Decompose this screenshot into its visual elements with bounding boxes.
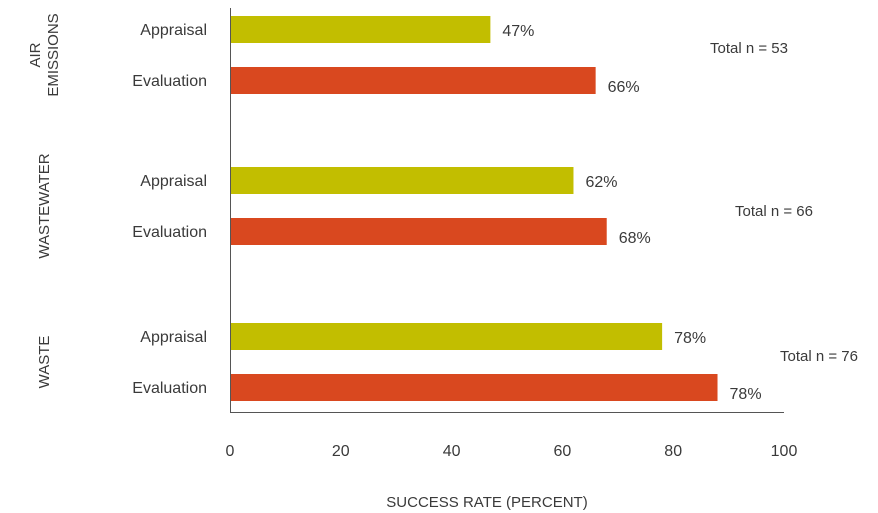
x-tick-label: 0 bbox=[226, 443, 235, 460]
data-label: 78% bbox=[674, 330, 706, 347]
x-axis-title: SUCCESS RATE (PERCENT) bbox=[386, 494, 587, 511]
category-label: Evaluation bbox=[132, 380, 207, 397]
bar-air-emissions-evaluation bbox=[230, 67, 596, 94]
axis-layer: 0 20 40 60 80 100 bbox=[226, 8, 798, 460]
total-label: Total n = 66 bbox=[735, 203, 813, 220]
data-label: 62% bbox=[585, 174, 617, 191]
category-label: Appraisal bbox=[140, 329, 207, 346]
x-tick-label: 20 bbox=[332, 443, 350, 460]
bar-wastewater-appraisal bbox=[230, 167, 574, 194]
bar-waste-appraisal bbox=[230, 323, 663, 350]
x-tick-label: 100 bbox=[771, 443, 798, 460]
bar-wastewater-evaluation bbox=[230, 218, 607, 245]
bar-waste-evaluation bbox=[230, 374, 718, 401]
category-label: Evaluation bbox=[132, 73, 207, 90]
bars-layer bbox=[230, 16, 718, 401]
data-label: 66% bbox=[608, 79, 640, 96]
group-label: WASTEWATER bbox=[36, 153, 53, 258]
labels-layer: Appraisal 47% Evaluation 66% Total n = 53 AIR… bbox=[27, 13, 858, 403]
category-label: Appraisal bbox=[140, 22, 207, 39]
category-label: Evaluation bbox=[132, 224, 207, 241]
category-label: Appraisal bbox=[140, 173, 207, 190]
total-label: Total n = 53 bbox=[710, 40, 788, 57]
bar-air-emissions-appraisal bbox=[230, 16, 491, 43]
data-label: 68% bbox=[619, 230, 651, 247]
data-label: 78% bbox=[730, 386, 762, 403]
x-tick-label: 60 bbox=[554, 443, 572, 460]
group-label: AIREMISSIONS bbox=[27, 13, 62, 96]
data-label: 47% bbox=[502, 23, 534, 40]
group-label: WASTE bbox=[36, 336, 53, 389]
x-tick-label: 40 bbox=[443, 443, 461, 460]
x-tick-label: 80 bbox=[664, 443, 682, 460]
total-label: Total n = 76 bbox=[780, 348, 858, 365]
